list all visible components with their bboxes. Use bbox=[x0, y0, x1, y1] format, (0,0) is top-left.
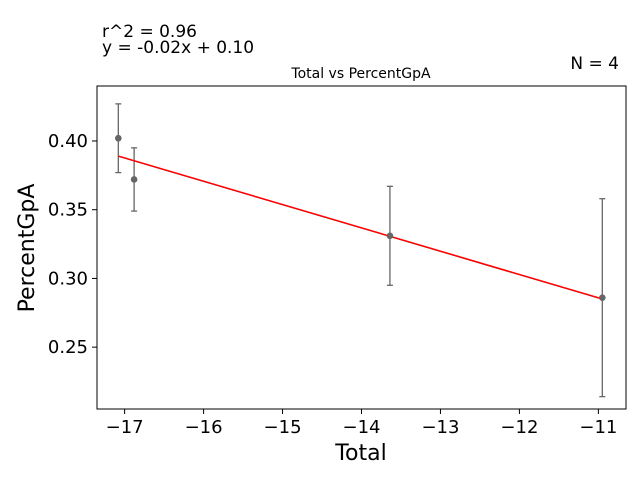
chart-title: Total vs PercentGpA bbox=[290, 66, 431, 82]
x-tick-label: −14 bbox=[343, 417, 381, 438]
data-point bbox=[386, 232, 394, 240]
regression-line bbox=[118, 155, 603, 300]
y-tick-label: 0.30 bbox=[48, 268, 88, 289]
plot-frame bbox=[96, 85, 627, 410]
data-point bbox=[115, 134, 122, 142]
x-tick-label: −11 bbox=[579, 417, 617, 438]
y-tick-label: 0.25 bbox=[48, 337, 88, 358]
y-axis-label: PercentGpA bbox=[15, 184, 40, 313]
x-tick-label: −15 bbox=[264, 417, 302, 438]
x-tick-label: −12 bbox=[500, 417, 538, 438]
x-tick-label: −17 bbox=[106, 417, 144, 438]
y-tick-label: 0.35 bbox=[48, 200, 88, 221]
data-point bbox=[130, 176, 138, 183]
r-squared-annotation: r^2 = 0.96 bbox=[102, 22, 197, 42]
x-tick-label: −16 bbox=[185, 417, 223, 438]
x-axis-label: Total bbox=[334, 441, 386, 466]
sample-size-annotation: N = 4 bbox=[570, 54, 619, 74]
y-tick-label: 0.40 bbox=[48, 131, 88, 152]
data-point bbox=[599, 294, 606, 301]
x-tick-label: −13 bbox=[421, 417, 459, 438]
equation-annotation: y = -0.02x + 0.10 bbox=[102, 38, 254, 58]
